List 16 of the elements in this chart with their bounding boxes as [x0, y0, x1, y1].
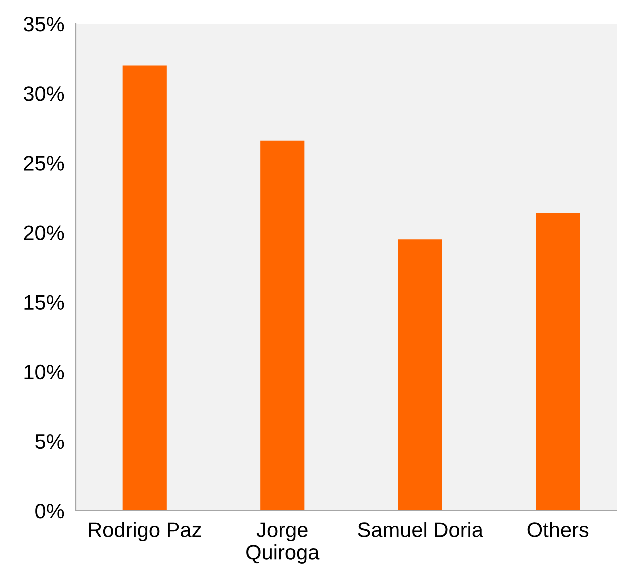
y-tick-label: 25% — [24, 156, 64, 171]
bar — [398, 240, 442, 511]
bar — [260, 140, 305, 511]
bar — [536, 213, 580, 511]
x-tick-label: Samuel Doria — [358, 522, 484, 538]
y-tick-label: 20% — [24, 226, 64, 240]
y-tick-label: 15% — [24, 295, 64, 310]
x-tick-label: Others — [528, 522, 589, 538]
y-tick-label: 30% — [24, 86, 64, 102]
y-tick-label: 5% — [36, 434, 64, 450]
y-tick-label: 0% — [36, 504, 64, 519]
x-tick-label: Rodrigo Paz — [89, 522, 202, 542]
y-tick-label: 35% — [24, 17, 64, 32]
bar — [122, 66, 167, 511]
x-tick-label: Jorge Quiroga — [246, 522, 320, 564]
y-tick-label: 10% — [24, 364, 64, 380]
